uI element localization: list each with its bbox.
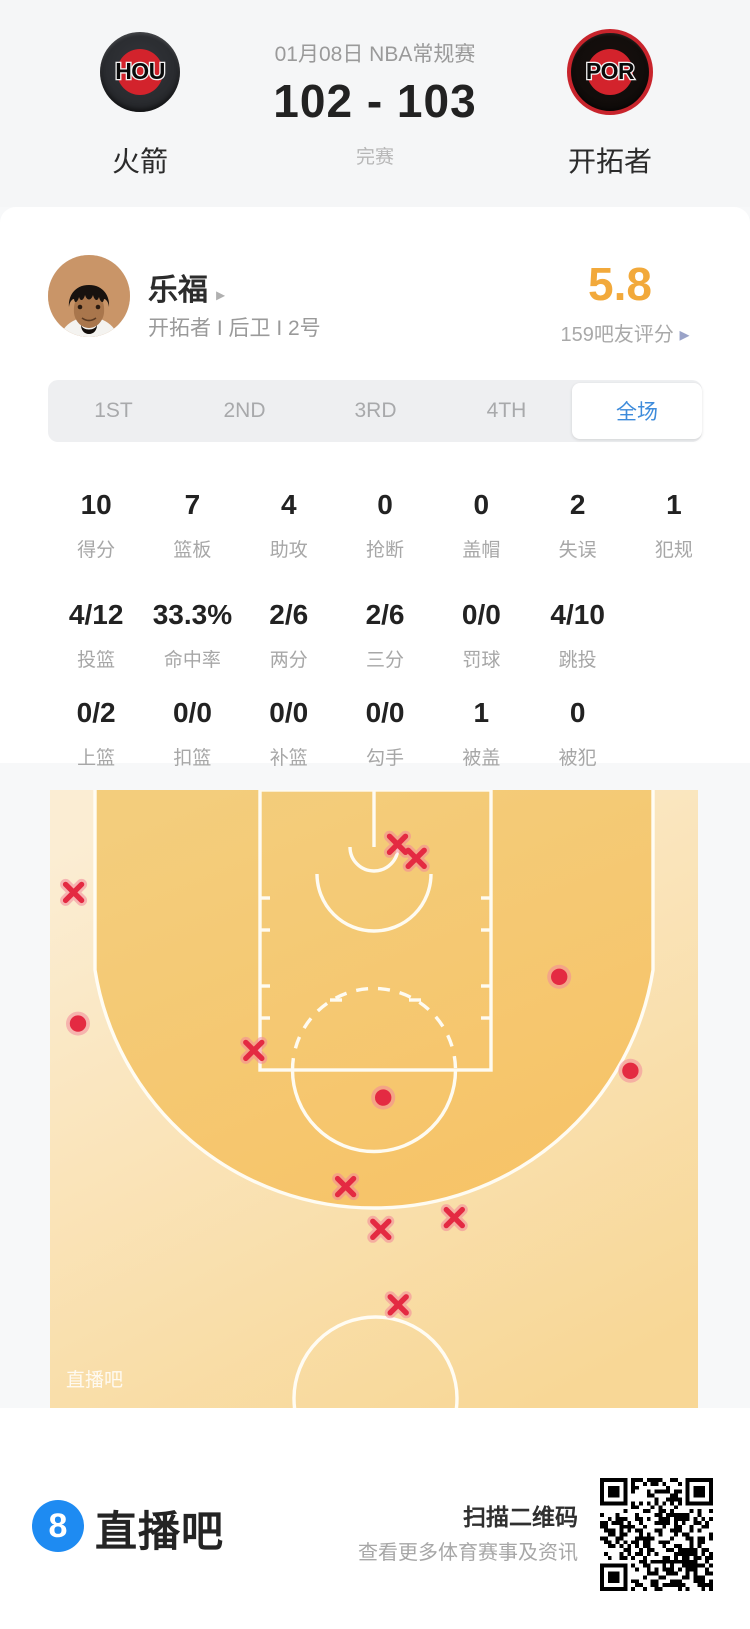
svg-text:POR: POR <box>586 58 635 84</box>
svg-text:HOU: HOU <box>115 58 165 84</box>
